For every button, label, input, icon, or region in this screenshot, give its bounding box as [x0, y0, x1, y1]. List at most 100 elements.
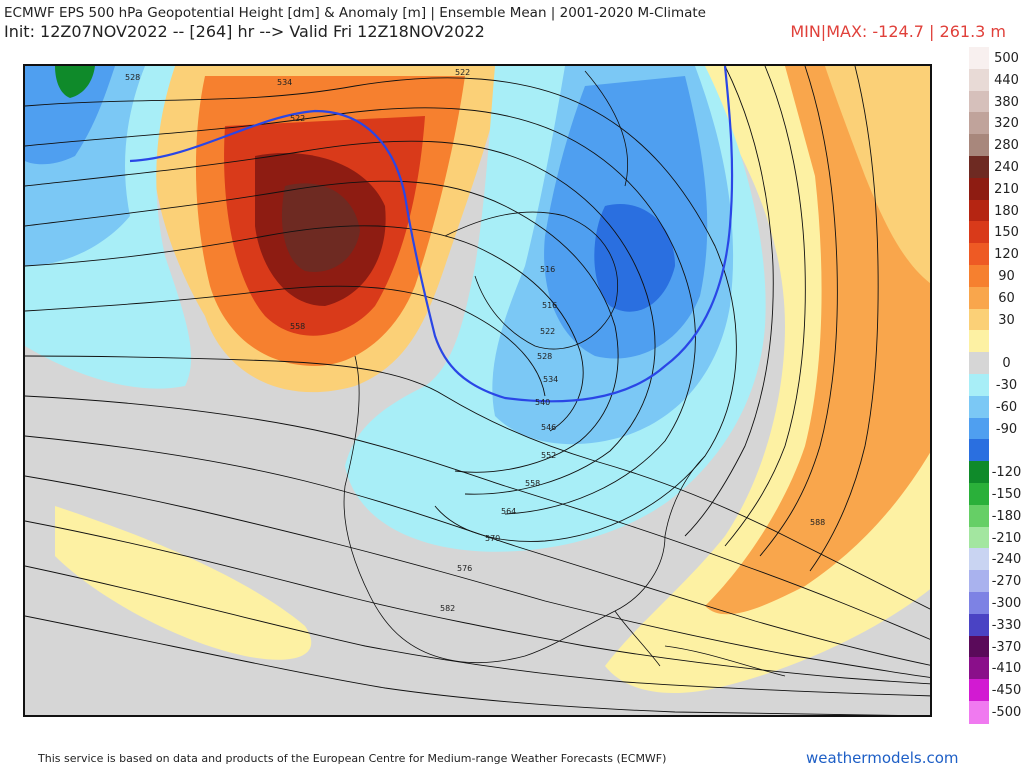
contour-label: 528 [125, 73, 140, 82]
colorbar-entry: 30 [969, 308, 1024, 332]
colorbar-swatch [969, 90, 989, 114]
data-attribution: This service is based on data and produc… [38, 752, 667, 765]
colorbar-label: 90 [989, 265, 1024, 288]
contour-label: 534 [543, 375, 558, 384]
colorbar-entry: 90 [969, 265, 1024, 288]
contour-label: 582 [440, 604, 455, 613]
colorbar-label: 500 [989, 47, 1024, 70]
colorbar-entry: -180 [969, 504, 1024, 528]
east-warm-core [705, 66, 930, 615]
cold-anomaly-nw-core [25, 66, 115, 165]
colorbar-swatch [969, 374, 989, 397]
colorbar-label: 60 [989, 286, 1024, 310]
colorbar-swatch [969, 286, 989, 310]
colorbar-label: -90 [989, 417, 1024, 441]
colorbar-entry: 320 [969, 112, 1024, 136]
colorbar-swatch [969, 635, 989, 659]
colorbar-entry: -450 [969, 679, 1024, 703]
colorbar-swatch [969, 461, 989, 485]
colorbar-entry: -120 [969, 461, 1024, 485]
contour-label: 546 [541, 423, 556, 432]
colorbar-label: 180 [989, 199, 1024, 223]
cold-anomaly-nw-peak [55, 66, 95, 98]
east-warm-strip [825, 66, 930, 283]
colorbar-label: 120 [989, 243, 1024, 267]
colorbar-label: 0 [989, 352, 1024, 376]
colorbar-entry: 120 [969, 243, 1024, 267]
colorbar-entry: -60 [969, 395, 1024, 419]
colorbar-entry: 500 [969, 47, 1024, 70]
colorbar-label: 440 [989, 68, 1024, 92]
colorbar-label: -210 [989, 526, 1024, 550]
colorbar-label: 380 [989, 90, 1024, 114]
colorbar-entry: -150 [969, 483, 1024, 506]
colorbar-swatch [969, 308, 989, 332]
colorbar-entry: -240 [969, 548, 1024, 572]
colorbar-label: 210 [989, 177, 1024, 201]
colorbar-entry: 180 [969, 199, 1024, 223]
contour-label: 534 [277, 78, 292, 87]
height-contours [25, 66, 930, 715]
chart-title: ECMWF EPS 500 hPa Geopotential Height [d… [4, 5, 706, 21]
colorbar-swatch [969, 592, 989, 615]
colorbar-entry: -500 [969, 701, 1024, 724]
contour-label: 522 [290, 114, 305, 123]
colorbar-swatch [969, 548, 989, 572]
site-link[interactable]: weathermodels.com [806, 749, 959, 767]
colorbar-label: -330 [989, 613, 1024, 637]
contour-label: 516 [542, 301, 557, 310]
colorbar-swatch [969, 439, 989, 463]
colorbar-entry: -30 [969, 374, 1024, 397]
colorbar-label: -500 [989, 701, 1024, 724]
min-max-readout: MIN|MAX: -124.7 | 261.3 m [790, 22, 1006, 41]
colorbar-swatch [969, 657, 989, 681]
colorbar-label: 240 [989, 156, 1024, 179]
colorbar-entry: -210 [969, 526, 1024, 550]
coastlines [343, 70, 786, 677]
colorbar-swatch [969, 330, 989, 354]
colorbar-label: -30 [989, 374, 1024, 397]
colorbar-swatch [969, 701, 989, 724]
colorbar-entry: 60 [969, 286, 1024, 310]
colorbar-swatch [969, 47, 989, 70]
colorbar-label: -270 [989, 570, 1024, 594]
contour-label: 540 [535, 398, 550, 407]
colorbar-swatch [969, 199, 989, 223]
contour-label: 516 [540, 265, 555, 274]
colorbar-label: -410 [989, 657, 1024, 681]
anomaly-map: 528 534 522 522 558 516 516 522 528 534 … [23, 64, 932, 717]
colorbar-label [989, 330, 1024, 354]
contour-label: 522 [540, 327, 555, 336]
colorbar-label: -300 [989, 592, 1024, 615]
colorbar-entry: 280 [969, 134, 1024, 158]
colorbar-label: 320 [989, 112, 1024, 136]
colorbar-swatch [969, 243, 989, 267]
colorbar-swatch [969, 526, 989, 550]
colorbar-entry: 0 [969, 352, 1024, 376]
colorbar-swatch [969, 112, 989, 136]
colorbar-entry: -410 [969, 657, 1024, 681]
colorbar-entry [969, 439, 1024, 463]
colorbar-swatch [969, 221, 989, 245]
colorbar-swatch [969, 395, 989, 419]
contour-label: 528 [537, 352, 552, 361]
colorbar-label: -120 [989, 461, 1024, 485]
init-valid-line: Init: 12Z07NOV2022 -- [264] hr --> Valid… [4, 22, 485, 41]
colorbar-label: 150 [989, 221, 1024, 245]
colorbar-swatch [969, 504, 989, 528]
colorbar-entry: -370 [969, 635, 1024, 659]
colorbar-swatch [969, 417, 989, 441]
colorbar-swatch [969, 613, 989, 637]
colorbar-entry: 380 [969, 90, 1024, 114]
contour-label: 576 [457, 564, 472, 573]
colorbar-entry: 210 [969, 177, 1024, 201]
colorbar-label: -180 [989, 504, 1024, 528]
contour-label-group: 528 534 522 522 558 516 516 522 528 534 … [125, 68, 825, 613]
contour-label: 558 [290, 322, 305, 331]
contour-label: 588 [810, 518, 825, 527]
colorbar-label: 280 [989, 134, 1024, 158]
colorbar-label: -240 [989, 548, 1024, 572]
anomaly-zero-line [129, 66, 734, 403]
colorbar-label: -370 [989, 635, 1024, 659]
colorbar-label: -60 [989, 395, 1024, 419]
